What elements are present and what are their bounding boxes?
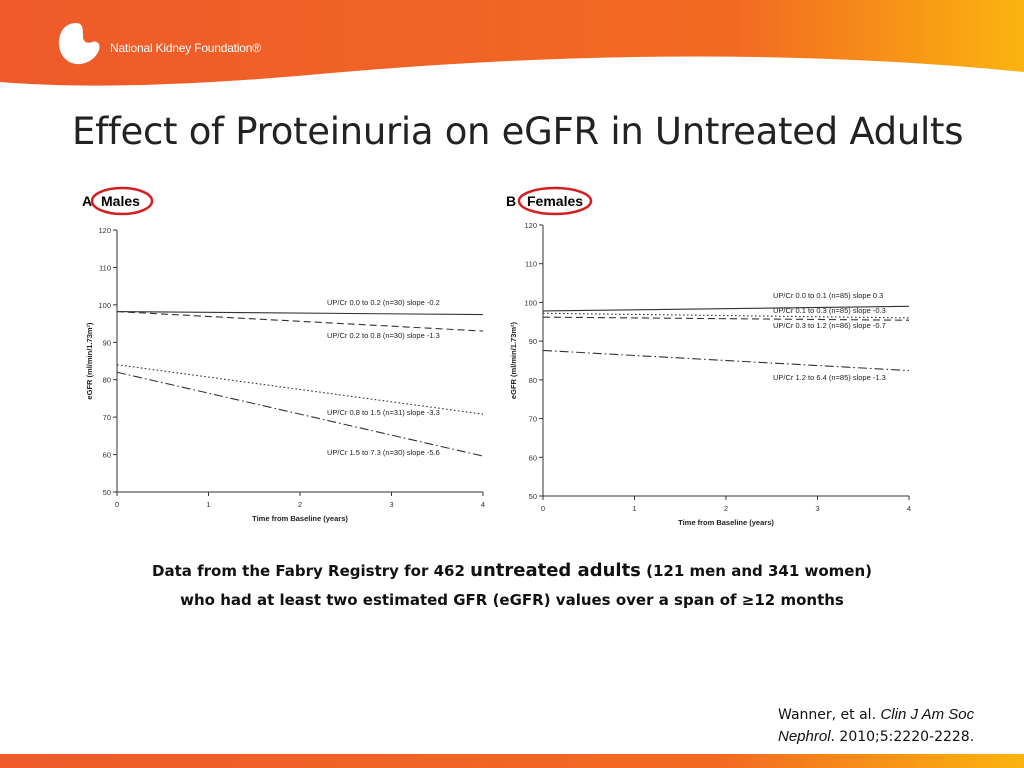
- series-label: UP/Cr 0.1 to 0.3 (n=85) slope -0.3: [773, 306, 886, 315]
- x-tick-label: 4: [907, 504, 911, 513]
- page-title: Effect of Proteinuria on eGFR in Untreat…: [72, 110, 964, 153]
- series-label: UP/Cr 0.3 to 1.2 (n=86) slope -0.7: [773, 321, 886, 330]
- series-label: UP/Cr 1.2 to 6.4 (n=85) slope -1.3: [773, 373, 886, 382]
- x-axis-label: Time from Baseline (years): [678, 518, 774, 527]
- series-line: [542, 312, 910, 319]
- x-tick-label: 1: [632, 504, 636, 513]
- panel-b-highlight-circle: [517, 186, 593, 216]
- x-axis-label: Time from Baseline (years): [252, 514, 348, 523]
- panel-a-letter: A: [82, 193, 93, 209]
- panel-b-title: Females: [527, 193, 584, 209]
- citation-journal-b: Nephrol: [778, 728, 831, 745]
- series-label: UP/Cr 0.0 to 0.1 (n=85) slope 0.3: [773, 291, 883, 300]
- series-line: [116, 311, 484, 316]
- series-label: UP/Cr 0.0 to 0.2 (n=30) slope -0.2: [327, 298, 440, 307]
- y-axis-label: eGFR (ml/min/1.73m²): [85, 322, 94, 400]
- series-line: [116, 364, 484, 415]
- panel-a-title: Males: [101, 193, 140, 209]
- caption-part-1: Data from the Fabry Registry for 462: [152, 562, 471, 580]
- caption: Data from the Fabry Registry for 462 unt…: [0, 556, 1024, 615]
- caption-line-2: who had at least two estimated GFR (eGFR…: [180, 591, 844, 609]
- footer-bar: [0, 754, 1024, 768]
- y-axis-label: eGFR (ml/min/1.73m²): [509, 321, 518, 399]
- series-line: [542, 349, 910, 372]
- x-tick-label: 0: [541, 504, 545, 513]
- x-tick-label: 4: [481, 500, 485, 509]
- x-tick-label: 2: [298, 500, 302, 509]
- y-tick-label: 120: [524, 221, 537, 230]
- kidney-logo-icon: [58, 23, 100, 65]
- series-line: [542, 305, 910, 312]
- y-tick-label: 50: [529, 492, 537, 501]
- y-tick-label: 70: [103, 413, 111, 422]
- citation-authors: Wanner, et al.: [778, 707, 881, 723]
- panel-b-letter: B: [506, 193, 517, 209]
- y-tick-label: 100: [524, 298, 537, 307]
- logo-text: National Kidney Foundation®: [110, 41, 261, 55]
- y-tick-label: 120: [98, 226, 111, 235]
- x-tick-label: 2: [724, 504, 728, 513]
- x-tick-label: 3: [389, 500, 393, 509]
- x-tick-label: 1: [206, 500, 210, 509]
- citation: Wanner, et al. Clin J Am Soc Nephrol. 201…: [778, 704, 1018, 748]
- series-line: [116, 311, 484, 332]
- panel-a-highlight-circle: [90, 186, 154, 216]
- caption-emphasis: untreated adults: [470, 560, 641, 581]
- y-tick-label: 100: [98, 301, 111, 310]
- citation-journal-a: Clin J Am Soc: [880, 706, 975, 723]
- y-tick-label: 90: [529, 337, 537, 346]
- y-tick-label: 90: [103, 338, 111, 347]
- x-tick-label: 0: [115, 500, 119, 509]
- y-tick-label: 70: [529, 415, 537, 424]
- y-tick-label: 60: [103, 451, 111, 460]
- series-line: [542, 316, 910, 321]
- series-label: UP/Cr 0.2 to 0.8 (n=30) slope -1.3: [327, 331, 440, 340]
- citation-details: . 2010;5:2220-2228.: [830, 729, 975, 745]
- y-tick-label: 110: [99, 263, 111, 272]
- y-tick-label: 50: [103, 488, 111, 497]
- series-label: UP/Cr 0.8 to 1.5 (n=31) slope -3.3: [327, 408, 440, 417]
- caption-part-2: (121 men and 341 women): [640, 562, 872, 580]
- series-label: UP/Cr 1.5 to 7.3 (n=30) slope -5.6: [327, 448, 440, 457]
- y-tick-label: 60: [529, 453, 537, 462]
- series-line: [116, 371, 484, 457]
- x-tick-label: 3: [815, 504, 819, 513]
- y-tick-label: 80: [529, 376, 537, 385]
- caption-line-1: Data from the Fabry Registry for 462 unt…: [0, 556, 1024, 586]
- y-tick-label: 110: [525, 260, 537, 269]
- header-banner: [0, 0, 1024, 86]
- y-tick-label: 80: [103, 376, 111, 385]
